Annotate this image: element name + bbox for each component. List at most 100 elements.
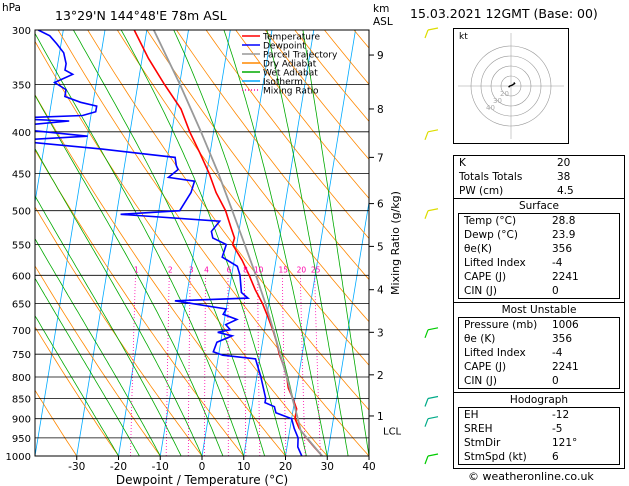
table-row: CAPE (J) 2241 <box>459 270 619 284</box>
row-label: CAPE (J) <box>464 271 507 283</box>
mixing-ratio-label: 2 <box>168 265 173 274</box>
surface-table: Temp (°C) 28.8 Dewp (°C) 23.9 θe(K) 356 Lifted… <box>458 213 620 299</box>
km-tick-label: 2 <box>377 370 384 382</box>
mixing-ratio-label: 8 <box>243 265 248 274</box>
hodograph-table: EH -12 SREH -5 StmDir 121° StmSpd (kt) 6 <box>458 407 620 465</box>
wind-barb <box>427 327 439 331</box>
wind-barb-staff <box>424 329 429 339</box>
row-label: Totals Totals <box>459 171 523 183</box>
mixing-ratio-line <box>227 275 229 456</box>
wind-barb <box>427 27 439 31</box>
dry-adiabat-line <box>205 30 369 240</box>
table-row: θe (K) 356 <box>459 332 619 346</box>
pressure-tick-label: 500 <box>12 207 31 218</box>
isotherm-line <box>201 30 273 456</box>
pressure-tick-label: 700 <box>12 326 31 337</box>
table-row: SREH -5 <box>459 422 619 436</box>
row-value: 2241 <box>552 361 579 373</box>
row-label: θe(K) <box>464 243 492 255</box>
table-row: Lifted Index -4 <box>459 256 619 270</box>
row-label: Pressure (mb) <box>464 319 538 331</box>
x-tick-label: 30 <box>321 461 334 473</box>
wind-barb <box>427 395 439 400</box>
wind-barb <box>427 416 439 420</box>
km-tick-label: 1 <box>377 411 384 423</box>
row-value: -4 <box>552 347 563 359</box>
row-label: K <box>459 157 466 169</box>
surface-title: Surface <box>518 200 559 212</box>
mixing-ratio-label: 3 <box>189 265 194 274</box>
pressure-tick-label: 550 <box>12 240 31 251</box>
x-tick-label: 0 <box>199 461 206 473</box>
row-label: Temp (°C) <box>464 215 517 227</box>
wind-barb-staff <box>424 398 429 407</box>
hodograph-unit: kt <box>459 32 468 42</box>
legend-label: Isotherm <box>263 78 303 88</box>
pressure-tick-label: 1000 <box>6 452 31 463</box>
pressure-tick-label: 350 <box>12 81 31 92</box>
table-row: Dewp (°C) 23.9 <box>459 228 619 242</box>
mixing-ratio-line <box>187 275 191 456</box>
pressure-tick-label: 600 <box>12 271 31 282</box>
legend-label: Mixing Ratio <box>263 87 319 97</box>
mixing-ratio-axis-label: Mixing Ratio (g/kg) <box>389 191 402 295</box>
table-row: StmDir 121° <box>459 436 619 450</box>
pressure-tick-label: 800 <box>12 373 31 384</box>
row-label: θe (K) <box>464 333 496 345</box>
km-tick-label: 9 <box>377 50 384 62</box>
row-value: 1006 <box>552 319 579 331</box>
km-tick-label: 8 <box>377 104 384 116</box>
km-tick-label: 6 <box>377 199 384 211</box>
x-tick-label: -20 <box>110 461 127 473</box>
hodograph-line <box>508 82 516 88</box>
isotherm-line <box>35 30 64 205</box>
row-value: 2241 <box>552 271 579 283</box>
stability-indices-table: K 20 Totals Totals 38 PW (cm) 4.5 <box>453 155 625 199</box>
isotherm-line <box>76 30 148 456</box>
isotherm-line <box>243 30 315 456</box>
mixing-ratio-label: 15 <box>279 265 289 274</box>
row-label: Dewp (°C) <box>464 229 518 241</box>
table-row: Totals Totals 38 <box>454 170 624 184</box>
wind-barb <box>427 208 439 212</box>
legend-label: Parcel Trajectory <box>263 51 338 61</box>
table-row: CAPE (J) 2241 <box>459 360 619 374</box>
wind-barb <box>427 129 439 133</box>
mixing-ratio-label: 20 <box>297 265 307 274</box>
surface-section: Surface Temp (°C) 28.8 Dewp (°C) 23.9 θe(K) 3… <box>453 199 625 303</box>
x-tick-label: 10 <box>237 461 250 473</box>
dry-adiabat-line <box>35 94 286 456</box>
hodograph-trace <box>508 82 516 88</box>
plot-frame <box>34 29 370 457</box>
x-axis-label: Dewpoint / Temperature (°C) <box>116 473 288 486</box>
row-label: StmDir <box>464 437 501 449</box>
datetime-label: 15.03.2021 12GMT (Base: 00) <box>410 6 598 21</box>
x-tick-label: 20 <box>279 461 292 473</box>
row-label: CAPE (J) <box>464 361 507 373</box>
most-unstable-table: Pressure (mb) 1006 θe (K) 356 Lifted Index -4… <box>458 317 620 389</box>
table-row: Lifted Index -4 <box>459 346 619 360</box>
pressure-tick-label: 850 <box>12 394 31 405</box>
wind-barb-staff <box>424 131 429 141</box>
mixing-ratio-label: 6 <box>227 265 232 274</box>
mixing-ratio-line <box>314 275 321 456</box>
table-row: CIN (J) 0 <box>459 374 619 388</box>
mixing-ratio-label: 1 <box>134 265 139 274</box>
pressure-tick-label: 650 <box>12 300 31 311</box>
pressure-tick-label: 400 <box>12 128 31 139</box>
profile-curves <box>35 30 323 456</box>
mixing-ratio-line <box>281 275 287 456</box>
dry-adiabat-line <box>235 30 369 199</box>
mixing-ratio-label: 4 <box>204 265 209 274</box>
row-value: 0 <box>552 375 559 387</box>
table-row: Pressure (mb) 1006 <box>459 318 619 332</box>
legend-label: Dry Adiabat <box>263 60 317 70</box>
dry-adiabat-line <box>264 30 369 161</box>
pressure-tick-label: 750 <box>12 350 31 361</box>
mixing-ratio-line <box>244 275 247 456</box>
row-label: CIN (J) <box>464 375 497 387</box>
km-tick-label: 7 <box>377 152 384 164</box>
mixing-ratio-line <box>300 275 306 456</box>
row-label: EH <box>464 409 479 421</box>
dry-adiabat-line <box>35 326 119 456</box>
